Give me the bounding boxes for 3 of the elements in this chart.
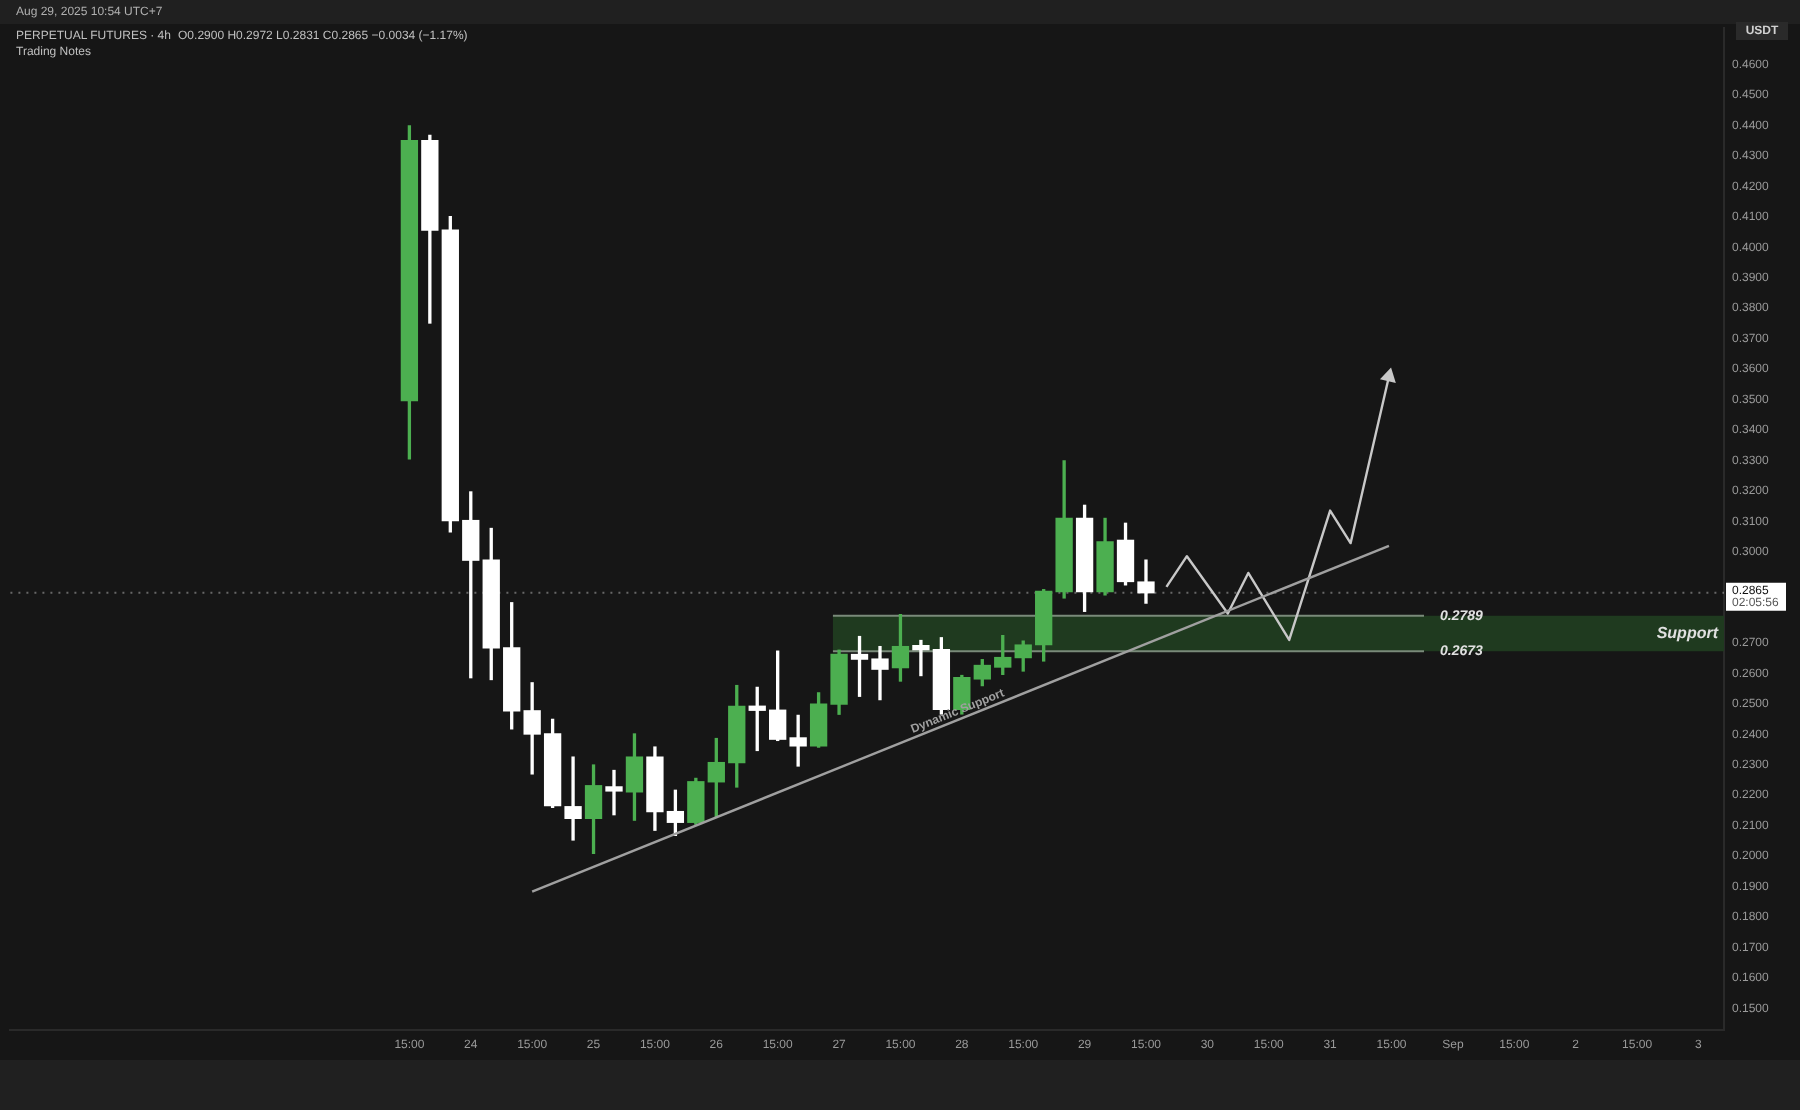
- candlestick: [564, 756, 582, 841]
- candlestick: [605, 769, 623, 816]
- band-label: Support: [1656, 623, 1719, 642]
